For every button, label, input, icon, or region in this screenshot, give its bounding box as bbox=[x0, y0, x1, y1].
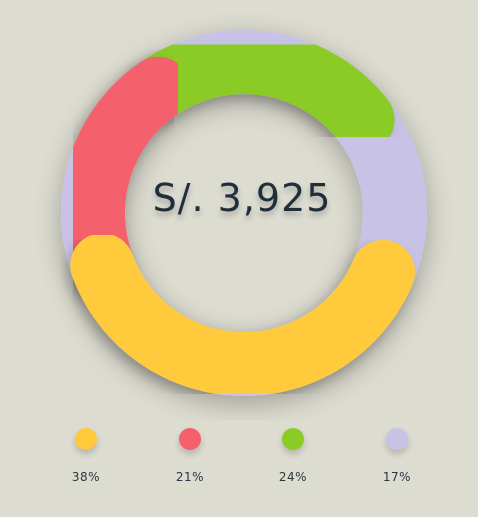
legend-item: 38% bbox=[46, 428, 126, 484]
donut-svg bbox=[61, 30, 427, 396]
legend-item: 21% bbox=[150, 428, 230, 484]
legend-color-dot bbox=[386, 428, 408, 450]
legend-color-dot bbox=[75, 428, 97, 450]
legend-percentage: 38% bbox=[71, 470, 101, 484]
legend-color-dot bbox=[282, 428, 304, 450]
legend-percentage: 21% bbox=[175, 470, 205, 484]
legend-item: 24% bbox=[253, 428, 333, 484]
legend: 38% 21% 24% 17% bbox=[0, 420, 478, 517]
legend-percentage: 24% bbox=[278, 470, 308, 484]
donut-slice-1 bbox=[70, 233, 415, 396]
legend-item: 17% bbox=[357, 428, 437, 484]
legend-percentage: 17% bbox=[382, 470, 412, 484]
legend-color-dot bbox=[179, 428, 201, 450]
total-amount: S/. 3,925 bbox=[152, 176, 332, 220]
donut-chart: S/. 3,925 bbox=[61, 30, 427, 396]
